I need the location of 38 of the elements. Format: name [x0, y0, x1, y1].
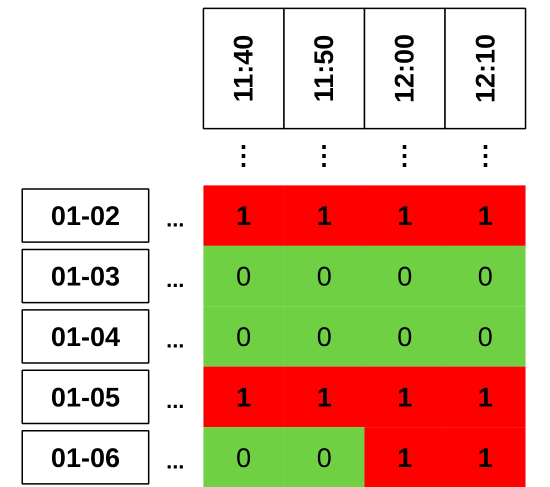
data-label: 1 — [236, 201, 252, 232]
data-label: 0 — [236, 262, 252, 292]
data-label: 1 — [397, 442, 412, 473]
data-label: 1 — [478, 201, 493, 232]
text: ... — [166, 267, 184, 292]
y-tick-label: 01-06 — [50, 442, 120, 473]
y-tick-label: 01-03 — [50, 262, 120, 292]
data-label: 1 — [316, 382, 332, 412]
data-label: 1 — [397, 201, 412, 232]
text: ... — [166, 388, 184, 413]
x-tick-label: 12:10 — [470, 34, 500, 103]
y-tick-label: 01-02 — [50, 201, 120, 232]
text: ⋮ — [311, 140, 338, 170]
x-tick-label: 11:50 — [309, 34, 340, 102]
text: ⋮ — [392, 140, 418, 170]
data-label: 0 — [236, 442, 252, 473]
x-tick-label: 12:00 — [390, 34, 420, 103]
data-label: 0 — [316, 322, 332, 352]
text: ... — [166, 448, 184, 474]
text: ⋮ — [472, 140, 498, 170]
data-label: 1 — [478, 442, 493, 473]
text: ... — [166, 206, 184, 232]
data-label: 1 — [478, 382, 493, 412]
data-label: 0 — [478, 262, 493, 292]
data-label: 0 — [397, 262, 412, 292]
text: ⋮ — [230, 140, 257, 170]
data-label: 0 — [478, 322, 493, 352]
data-label: 0 — [316, 262, 332, 292]
data-label: 1 — [236, 382, 252, 412]
x-tick-label: 11:40 — [228, 34, 259, 102]
data-label: 0 — [397, 322, 412, 352]
text: ... — [166, 327, 184, 352]
data-label: 0 — [316, 442, 332, 473]
y-tick-label: 01-04 — [50, 322, 120, 352]
y-tick-label: 01-05 — [50, 382, 120, 412]
data-label: 1 — [316, 201, 332, 232]
data-label: 1 — [397, 382, 412, 412]
data-label: 0 — [236, 322, 252, 352]
